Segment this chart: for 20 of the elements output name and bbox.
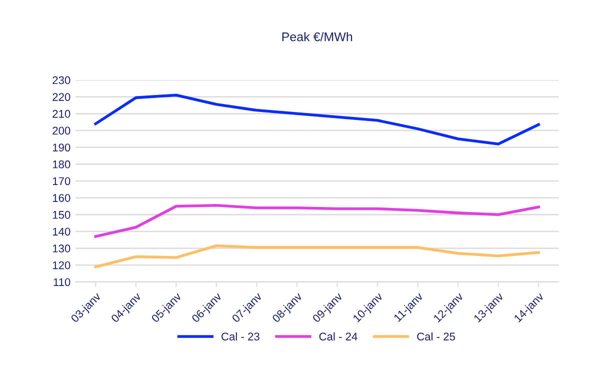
y-tick-label: 150 (52, 210, 70, 219)
y-tick-label: 160 (52, 194, 70, 202)
line-series (94, 204, 540, 238)
y-tick-label: 230 (52, 76, 70, 84)
legend-label: Cal - 24 (319, 332, 358, 340)
y-tick-label: 120 (52, 261, 70, 270)
y-tick-label: 130 (52, 244, 70, 252)
y-tick-label: 180 (52, 160, 70, 168)
legend-label: Cal - 25 (417, 332, 455, 340)
y-tick-label: 200 (52, 126, 70, 135)
y-tick-label: 140 (52, 228, 70, 236)
y-tick-label: 170 (52, 177, 70, 186)
y-tick-label: 210 (52, 110, 70, 118)
line-series (94, 244, 540, 268)
y-tick-label: 190 (52, 144, 70, 152)
y-tick-label: 110 (54, 278, 70, 286)
line-series (94, 94, 540, 146)
chart-title: Peak €/MWh (282, 32, 352, 42)
y-tick-label: 220 (52, 93, 70, 101)
legend-label: Cal - 23 (222, 332, 260, 340)
